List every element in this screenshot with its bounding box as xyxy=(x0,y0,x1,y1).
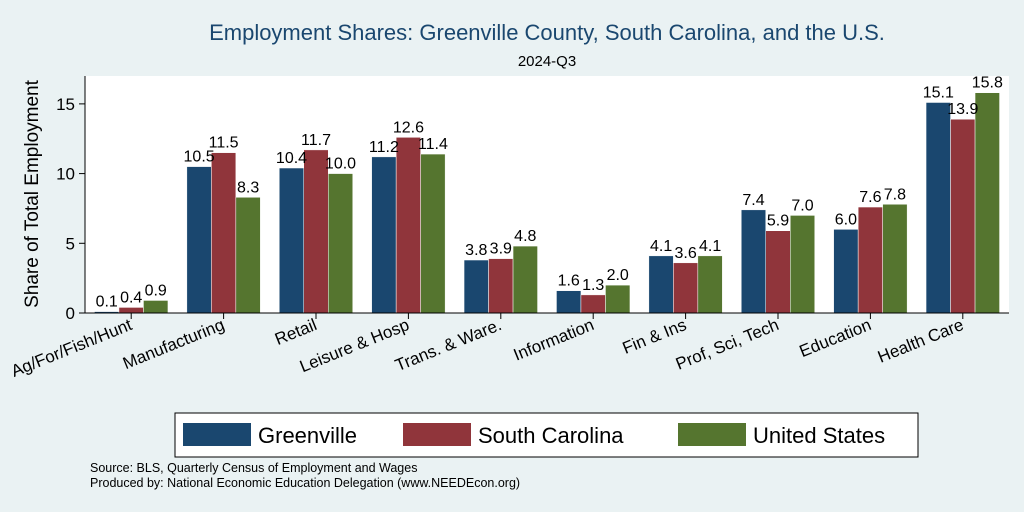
bar-value-label: 4.1 xyxy=(650,238,672,255)
y-tick-label: 0 xyxy=(66,304,75,323)
bar-value-label: 0.9 xyxy=(145,282,167,299)
bar-value-label: 0.4 xyxy=(120,289,142,306)
x-tick-label-retail: Retail xyxy=(272,315,319,349)
bar-united-states-prof-sci-tech xyxy=(790,215,815,314)
bar-value-label: 10.0 xyxy=(325,156,356,173)
legend: Greenville South Carolina United States xyxy=(174,412,919,458)
producer-note: Produced by: National Economic Education… xyxy=(90,476,520,490)
bar-value-label: 3.8 xyxy=(465,242,487,259)
bar-value-label: 7.0 xyxy=(791,197,813,214)
bar-greenville-education xyxy=(833,229,859,314)
y-tick-label: 10 xyxy=(56,165,75,184)
bars xyxy=(94,92,1000,314)
bar-united-states-retail xyxy=(328,173,353,314)
bar-greenville-health-care xyxy=(925,102,951,314)
x-tick-label-fin-ins: Fin & Ins xyxy=(620,315,689,358)
bar-value-label: 11.4 xyxy=(418,136,448,153)
bar-south-carolina-education xyxy=(857,206,883,314)
bar-greenville-prof-sci-tech xyxy=(741,209,766,314)
bar-value-label: 5.9 xyxy=(767,213,789,230)
x-tick-label-health-care: Health Care xyxy=(875,315,966,367)
y-axis: 0 5 10 15 xyxy=(56,76,86,323)
legend-swatch-greenville xyxy=(183,423,251,446)
x-tick-label-prof-sci-tech: Prof, Sci, Tech xyxy=(673,315,781,374)
bar-united-states-health-care xyxy=(974,92,1000,314)
bar-value-label: 7.6 xyxy=(859,189,881,206)
y-axis-label: Share of Total Employment xyxy=(22,79,43,307)
legend-label-united-states: United States xyxy=(753,423,885,448)
bar-united-states-leisure-hosp xyxy=(420,153,446,314)
bar-value-label: 15.1 xyxy=(923,84,954,101)
bar-value-label: 11.5 xyxy=(209,135,239,152)
bar-greenville-trans-ware xyxy=(463,259,489,314)
legend-swatch-south-carolina xyxy=(403,423,471,446)
legend-swatch-united-states xyxy=(678,423,746,446)
bar-value-label: 3.6 xyxy=(674,245,696,262)
bar-value-label: 6.0 xyxy=(835,211,857,228)
x-tick-label-education: Education xyxy=(797,315,874,361)
legend-label-south-carolina: South Carolina xyxy=(478,423,624,448)
bar-greenville-fin-ins xyxy=(648,255,674,314)
bar-labels: 0.1 0.4 0.9 10.511.5 8.3 10.411.7 10.0 11.2 12.6… xyxy=(96,75,1003,311)
bar-south-carolina-prof-sci-tech xyxy=(765,230,791,314)
bar-value-label: 4.1 xyxy=(699,238,721,255)
legend-label-greenville: Greenville xyxy=(258,423,357,448)
chart-title: Employment Shares: Greenville County, So… xyxy=(209,20,885,45)
bar-value-label: 3.9 xyxy=(490,241,512,258)
bar-united-states-ag-for-fish-hunt xyxy=(143,300,169,314)
bar-value-label: 1.3 xyxy=(582,277,604,294)
y-tick-label: 5 xyxy=(66,234,75,253)
bar-united-states-trans-ware xyxy=(512,245,538,314)
bar-value-label: 11.7 xyxy=(301,132,331,149)
bar-greenville-retail xyxy=(279,167,304,314)
bar-south-carolina-ag-for-fish-hunt xyxy=(118,307,144,314)
bar-greenville-leisure-hosp xyxy=(371,156,397,314)
x-tick-label-trans-ware: Trans. & Ware. xyxy=(392,315,504,375)
bar-south-carolina-health-care xyxy=(950,118,976,314)
bar-value-label: 7.8 xyxy=(884,186,906,203)
bar-south-carolina-retail xyxy=(303,149,329,314)
x-tick-label-information: Information xyxy=(511,315,597,364)
bar-value-label: 8.3 xyxy=(237,179,259,196)
bar-value-label: 10.4 xyxy=(276,150,307,167)
y-tick-label: 15 xyxy=(56,95,75,114)
legend-box xyxy=(174,412,919,458)
bar-value-label: 12.6 xyxy=(393,119,424,136)
bar-value-label: 15.8 xyxy=(972,75,1003,92)
bar-value-label: 0.1 xyxy=(96,294,118,311)
bar-united-states-fin-ins xyxy=(697,255,723,314)
bar-value-label: 7.4 xyxy=(742,192,764,209)
bar-south-carolina-information xyxy=(580,294,606,314)
bar-united-states-education xyxy=(882,204,908,314)
bar-united-states-manufacturing xyxy=(235,197,261,314)
bar-south-carolina-trans-ware xyxy=(488,258,514,314)
bar-value-label: 4.8 xyxy=(514,228,536,245)
chart-subtitle: 2024-Q3 xyxy=(518,53,576,70)
bar-value-label: 2.0 xyxy=(607,267,629,284)
bar-united-states-information xyxy=(605,284,631,314)
bar-greenville-manufacturing xyxy=(186,166,212,314)
bar-value-label: 11.2 xyxy=(369,139,399,156)
bar-south-carolina-manufacturing xyxy=(211,152,237,314)
bar-value-label: 10.5 xyxy=(184,149,215,166)
bar-greenville-information xyxy=(556,290,582,314)
bar-south-carolina-leisure-hosp xyxy=(395,137,421,314)
source-note: Source: BLS, Quarterly Census of Employm… xyxy=(90,461,417,475)
x-tick-label-ag-for-fish-hunt: Ag/For/Fish/Hunt xyxy=(8,315,135,381)
x-tick-label-manufacturing: Manufacturing xyxy=(120,315,227,373)
bar-value-label: 1.6 xyxy=(558,273,580,290)
bar-value-label: 13.9 xyxy=(947,101,978,118)
bar-south-carolina-fin-ins xyxy=(673,262,699,314)
